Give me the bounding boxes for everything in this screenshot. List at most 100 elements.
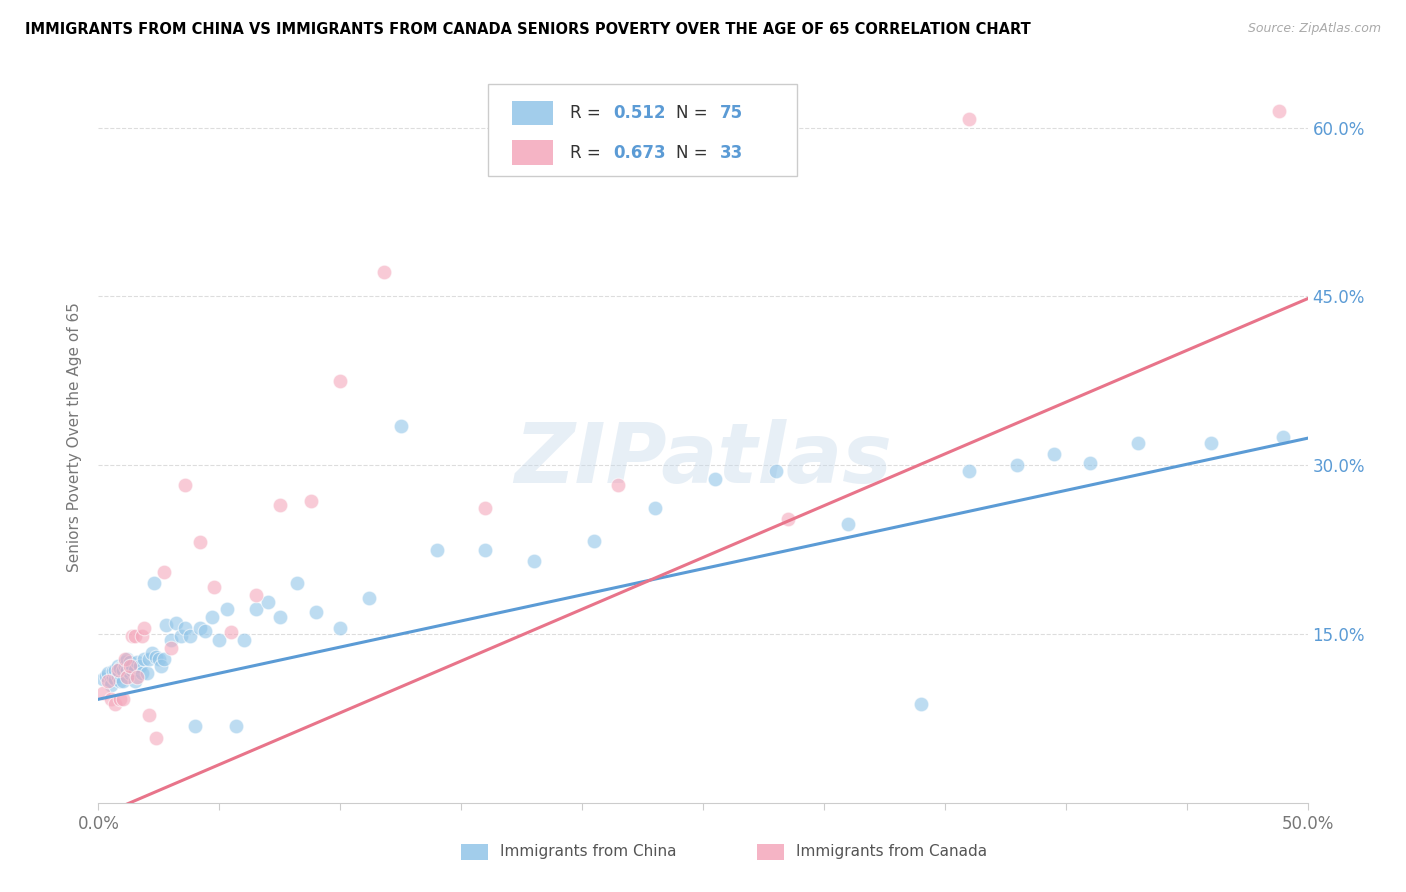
- Point: [583, 533, 606, 548]
- Point: [194, 624, 217, 638]
- Point: [188, 534, 211, 549]
- Text: IMMIGRANTS FROM CHINA VS IMMIGRANTS FROM CANADA SENIORS POVERTY OVER THE AGE OF : IMMIGRANTS FROM CHINA VS IMMIGRANTS FROM…: [25, 22, 1031, 37]
- Point: [285, 576, 308, 591]
- Point: [204, 580, 226, 594]
- Text: N =: N =: [676, 104, 713, 122]
- Point: [114, 655, 136, 669]
- Point: [107, 663, 129, 677]
- Point: [148, 652, 170, 666]
- Point: [169, 629, 191, 643]
- Point: [373, 265, 395, 279]
- Point: [121, 663, 143, 677]
- Point: [523, 554, 546, 568]
- Point: [188, 621, 211, 635]
- Point: [124, 663, 146, 677]
- Point: [269, 498, 291, 512]
- Point: [134, 621, 156, 635]
- Point: [101, 664, 124, 678]
- Point: [111, 692, 134, 706]
- Point: [121, 658, 143, 673]
- Point: [1267, 103, 1289, 118]
- Point: [245, 588, 267, 602]
- Y-axis label: Seniors Poverty Over the Age of 65: Seniors Poverty Over the Age of 65: [67, 302, 83, 572]
- Point: [127, 670, 149, 684]
- Point: [117, 652, 139, 666]
- Point: [245, 602, 267, 616]
- Point: [97, 674, 120, 689]
- FancyBboxPatch shape: [512, 101, 553, 126]
- Point: [221, 624, 243, 639]
- Point: [160, 632, 183, 647]
- Point: [837, 516, 859, 531]
- Point: [160, 640, 183, 655]
- Point: [118, 666, 141, 681]
- Point: [127, 655, 149, 669]
- Point: [131, 629, 153, 643]
- Point: [117, 663, 139, 677]
- Point: [1272, 430, 1295, 444]
- Text: ZIPatlas: ZIPatlas: [515, 418, 891, 500]
- Point: [100, 678, 122, 692]
- Text: Immigrants from China: Immigrants from China: [501, 845, 676, 859]
- Point: [155, 618, 177, 632]
- Point: [101, 670, 124, 684]
- Text: 33: 33: [720, 144, 744, 161]
- Point: [474, 500, 496, 515]
- Point: [165, 615, 187, 630]
- Point: [118, 658, 141, 673]
- Point: [108, 674, 131, 689]
- Point: [138, 708, 160, 723]
- Point: [1128, 435, 1150, 450]
- Point: [145, 649, 167, 664]
- Point: [107, 668, 129, 682]
- Point: [111, 663, 134, 677]
- Point: [644, 500, 666, 515]
- Point: [179, 629, 201, 643]
- Point: [107, 658, 129, 673]
- Point: [111, 674, 134, 689]
- Text: 75: 75: [720, 104, 742, 122]
- Point: [118, 655, 141, 669]
- Point: [128, 658, 150, 673]
- Point: [359, 591, 381, 605]
- Point: [910, 697, 932, 711]
- Point: [765, 464, 787, 478]
- Point: [201, 610, 224, 624]
- Point: [91, 685, 114, 699]
- Point: [329, 621, 352, 635]
- Point: [100, 674, 122, 689]
- Point: [141, 646, 163, 660]
- Point: [108, 692, 131, 706]
- Point: [957, 464, 980, 478]
- Point: [299, 494, 322, 508]
- Point: [184, 719, 207, 733]
- Point: [117, 670, 139, 684]
- Point: [305, 605, 328, 619]
- Text: Source: ZipAtlas.com: Source: ZipAtlas.com: [1247, 22, 1381, 36]
- Point: [150, 658, 173, 673]
- Text: 0.673: 0.673: [613, 144, 666, 161]
- FancyBboxPatch shape: [461, 844, 488, 860]
- Point: [225, 719, 247, 733]
- Point: [131, 666, 153, 681]
- Point: [124, 674, 146, 689]
- Point: [174, 621, 197, 635]
- FancyBboxPatch shape: [758, 844, 785, 860]
- Point: [1007, 458, 1029, 473]
- FancyBboxPatch shape: [512, 140, 553, 165]
- Text: R =: R =: [569, 104, 606, 122]
- Point: [134, 652, 156, 666]
- Point: [232, 632, 254, 647]
- Point: [143, 576, 166, 591]
- Text: R =: R =: [569, 144, 606, 161]
- Point: [329, 374, 352, 388]
- Point: [104, 663, 127, 677]
- Point: [957, 112, 980, 126]
- Point: [215, 602, 238, 616]
- Point: [152, 652, 174, 666]
- Point: [145, 731, 167, 745]
- Point: [114, 658, 136, 673]
- Text: Immigrants from Canada: Immigrants from Canada: [796, 845, 987, 859]
- Point: [114, 652, 136, 666]
- Point: [607, 478, 630, 492]
